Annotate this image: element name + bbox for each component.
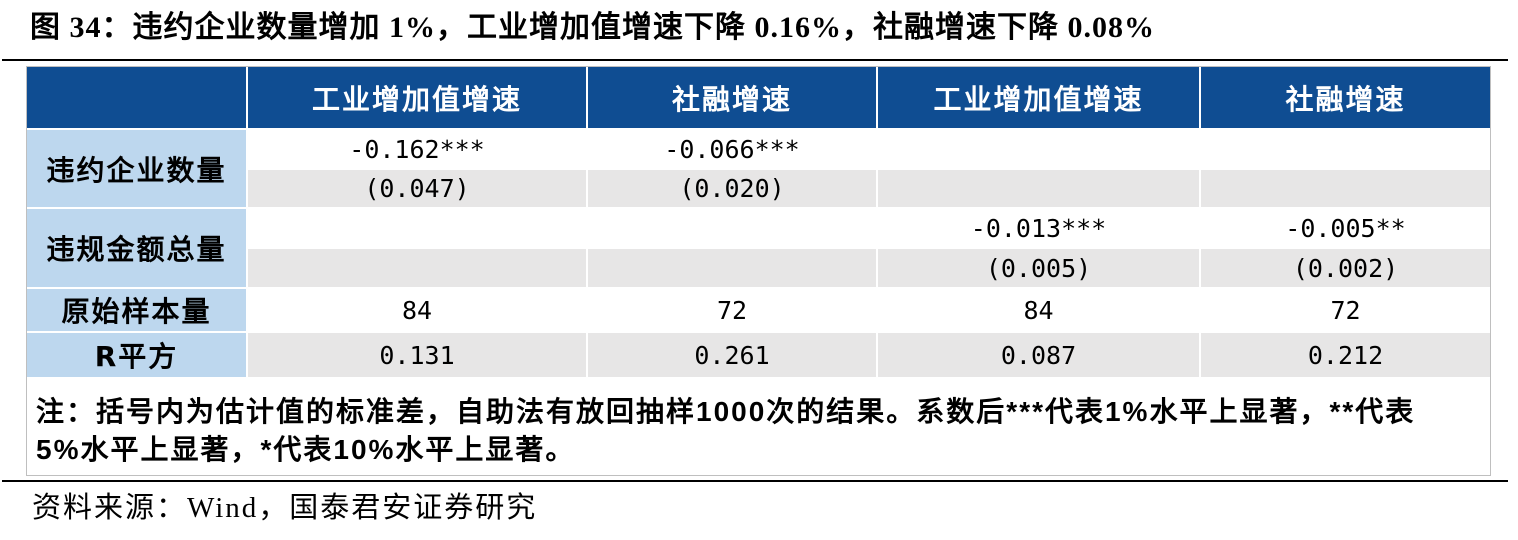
regression-table: 工业增加值增速 社融增速 工业增加值增速 社融增速 违约企业数量 -0.162*… [26,66,1491,476]
violation-amount-coef-cell [588,209,876,247]
row-label-sample-size: 原始样本量 [27,289,246,331]
row-label-r-squared: R平方 [27,333,246,377]
violation-amount-coef-cell [248,209,586,247]
default-count-coef-cell [878,130,1199,168]
sample-size-cell: 84 [248,289,586,331]
default-count-se-cell [1201,170,1490,207]
r-squared-cell: 0.131 [248,333,586,377]
source-note: 资料来源：Wind，国泰君安证券研究 [32,492,538,524]
violation-amount-se-cell: (0.002) [1201,249,1490,287]
default-count-coef-cell [1201,130,1490,168]
figure-title: 图 34：违约企业数量增加 1%，工业增加值增速下降 0.16%，社融增速下降 … [30,11,1155,44]
default-count-coef-cell: -0.162*** [248,130,586,168]
table-note: 注：括号内为估计值的标准差，自助法有放回抽样1000次的结果。系数后***代表1… [27,379,1490,475]
column-header-social-financing-growth: 社融增速 [1201,67,1490,128]
violation-amount-se-cell [588,249,876,287]
header-corner-cell [27,67,246,128]
violation-amount-se-cell: (0.005) [878,249,1199,287]
violation-amount-coef-cell: -0.005** [1201,209,1490,247]
default-count-se-cell [878,170,1199,207]
top-rule [2,59,1508,61]
column-header-social-financing-growth: 社融增速 [588,67,876,128]
r-squared-cell: 0.212 [1201,333,1490,377]
sample-size-cell: 72 [1201,289,1490,331]
r-squared-cell: 0.261 [588,333,876,377]
r-squared-cell: 0.087 [878,333,1199,377]
sample-size-cell: 84 [878,289,1199,331]
row-label-default-count: 违约企业数量 [27,130,246,207]
default-count-se-cell: (0.047) [248,170,586,207]
default-count-coef-cell: -0.066*** [588,130,876,168]
sample-size-cell: 72 [588,289,876,331]
column-header-industrial-growth: 工业增加值增速 [878,67,1199,128]
row-label-violation-amount: 违规金额总量 [27,209,246,287]
bottom-rule [2,480,1508,482]
column-header-industrial-growth: 工业增加值增速 [248,67,586,128]
table-note-line: 注：括号内为估计值的标准差，自助法有放回抽样1000次的结果。系数后***代表1… [36,396,1416,427]
default-count-se-cell: (0.020) [588,170,876,207]
violation-amount-se-cell [248,249,586,287]
table-note-line: 5%水平上显著，*代表10%水平上显著。 [36,434,576,465]
violation-amount-coef-cell: -0.013*** [878,209,1199,247]
